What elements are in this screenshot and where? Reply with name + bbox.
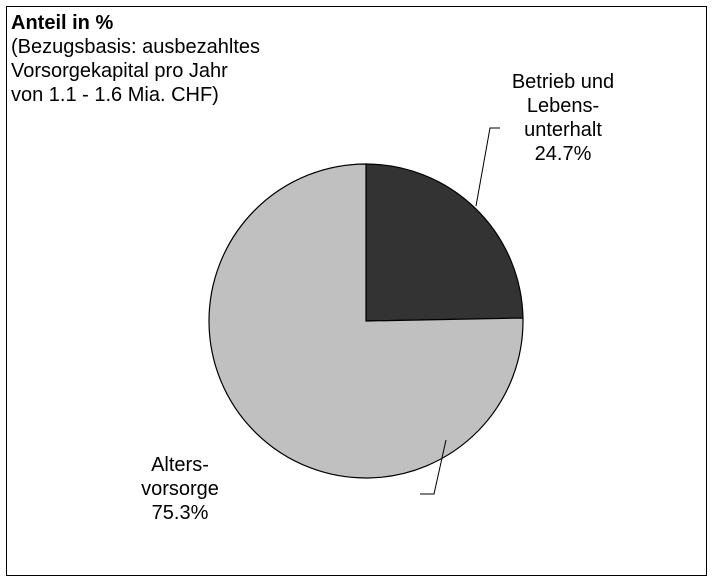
- chart-title: Anteil in %: [11, 12, 114, 34]
- slice-label-line: Alters-: [151, 454, 209, 476]
- slice-label-betrieb-lebensunterhalt: Betrieb und Lebens- unterhalt 24.7%: [488, 70, 638, 166]
- slice-label-line: Lebens-: [526, 95, 600, 117]
- chart-subtitle-line-2: Vorsorgekapital pro Jahr: [11, 60, 228, 82]
- slice-label-line: vorsorge: [141, 478, 219, 500]
- slice-label-line: Betrieb und: [511, 71, 615, 93]
- slice-label-altersvorsorge: Alters- vorsorge 75.3%: [120, 453, 240, 525]
- leader-line-betrieb-lebensunterhalt: [475, 127, 500, 207]
- slice-value-label: 75.3%: [151, 502, 209, 524]
- slice-label-line: unterhalt: [524, 119, 602, 141]
- slice-value-label: 24.7%: [534, 143, 592, 165]
- chart-subtitle-line-3: von 1.1 - 1.6 Mia. CHF): [11, 84, 219, 106]
- title-block: Anteil in % (Bezugsbasis: ausbezahltes V…: [11, 11, 260, 107]
- leader-line-altersvorsorge: [420, 439, 447, 495]
- chart-subtitle-line-1: (Bezugsbasis: ausbezahltes: [11, 36, 261, 58]
- pie-slice-altersvorsorge: [208, 163, 524, 479]
- pie-slice-betrieb-lebensunterhalt: [365, 163, 524, 322]
